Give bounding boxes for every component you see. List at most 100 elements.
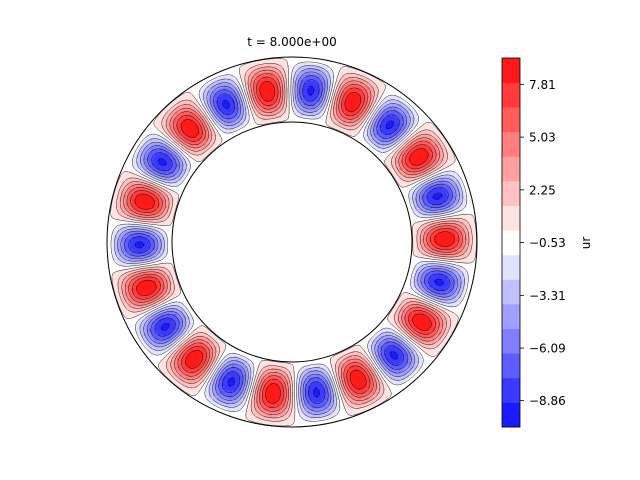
contour-cell <box>289 106 293 110</box>
contour-cell <box>171 192 177 201</box>
contour-cell <box>334 363 341 368</box>
contour-cell <box>373 131 386 143</box>
contour-cell <box>166 225 172 264</box>
contour-cell <box>174 297 180 304</box>
contour-cell <box>194 327 202 334</box>
contour-cell <box>161 208 167 218</box>
contour-cell <box>202 331 220 347</box>
contour-cell <box>418 194 426 208</box>
contour-cell <box>299 106 318 112</box>
contour-cell <box>259 362 268 368</box>
contour-cell <box>339 359 349 366</box>
contour-cell <box>301 363 324 370</box>
contour-cell <box>293 109 298 113</box>
contour-cell <box>290 371 295 375</box>
contour-cell <box>196 138 223 163</box>
contour-cell <box>166 198 175 219</box>
contour-cell <box>162 271 168 281</box>
contour-cell <box>167 270 177 290</box>
contour-cell <box>400 173 407 182</box>
contour-cell <box>246 361 254 367</box>
contour-cell <box>354 346 363 353</box>
contour-cell <box>260 110 270 116</box>
contour-cell <box>407 170 413 176</box>
contour-cell <box>403 255 417 294</box>
contour-cell <box>393 151 399 157</box>
contour-cell <box>289 109 294 113</box>
contour-cell <box>191 153 199 161</box>
contour-cell <box>179 306 191 321</box>
contour-cell <box>290 374 295 378</box>
contour-cell <box>400 159 411 173</box>
contour-cell <box>173 176 179 184</box>
contour-cell <box>363 130 369 136</box>
colorbar-segment <box>502 181 520 206</box>
contour-cell <box>213 136 222 144</box>
contour-cell <box>363 136 383 154</box>
contour-cell <box>414 197 421 208</box>
contour-cell <box>373 334 390 349</box>
contour-cell <box>164 268 170 277</box>
contour-cell <box>397 160 409 175</box>
contour-cell <box>159 239 163 250</box>
colorbar-tick-label: −3.31 <box>529 289 566 303</box>
colorbar-segment <box>502 205 520 231</box>
contour-cell <box>192 320 201 329</box>
contour-cell <box>159 198 167 215</box>
contour-cell <box>168 262 182 296</box>
contour-cell <box>366 341 374 348</box>
contour-cell <box>390 162 404 181</box>
contour-cell <box>289 354 334 366</box>
contour-cell <box>285 106 290 110</box>
colorbar-segment <box>502 353 520 379</box>
contour-cell <box>285 366 294 370</box>
contour-cell <box>167 193 180 226</box>
contour-cell <box>229 359 248 370</box>
contour-cell <box>171 182 177 188</box>
contour-cell <box>329 344 361 362</box>
contour-cell <box>172 185 178 192</box>
contour-cell <box>423 251 428 256</box>
contour-cell <box>243 363 251 369</box>
contour-cell <box>228 121 244 131</box>
contour-cell <box>174 179 180 187</box>
contour-cell <box>294 371 299 375</box>
contour-cell <box>165 282 172 292</box>
contour-cell <box>344 120 355 128</box>
contour-cell <box>194 153 202 162</box>
contour-cell <box>307 369 319 374</box>
contour-cell <box>288 116 327 125</box>
contour-cell <box>383 321 392 330</box>
contour-cell <box>330 358 339 364</box>
contour-cell <box>254 117 263 123</box>
contour-cell <box>289 111 295 115</box>
contour-cell <box>293 366 302 370</box>
contour-cell <box>298 371 303 375</box>
contour-cell <box>398 184 415 228</box>
contour-cell <box>378 146 386 154</box>
contour-cell <box>200 141 211 151</box>
contour-cell <box>164 233 168 256</box>
contour-cell <box>214 133 222 140</box>
contour-cell <box>259 360 294 368</box>
colorbar-tick-label: 7.81 <box>529 78 556 92</box>
colorbar: 7.815.032.25−0.53−3.31−6.09−8.86 <box>501 57 566 428</box>
contour-cell <box>291 106 296 110</box>
contour-cell <box>187 318 195 326</box>
contour-cell <box>408 300 414 307</box>
contour-cell <box>219 131 229 139</box>
contour-cell <box>221 121 257 141</box>
colorbar-segment <box>502 156 520 182</box>
contour-cell <box>350 128 359 136</box>
contour-cell <box>226 122 248 135</box>
contour-cell <box>366 130 372 135</box>
contour-cell <box>334 116 344 123</box>
contour-cell <box>330 361 338 367</box>
contour-cell <box>175 304 182 312</box>
contour-cell <box>218 347 226 354</box>
contour-cell <box>255 116 289 125</box>
contour-cell <box>400 168 408 179</box>
contour-cell <box>283 111 290 115</box>
contour-cell <box>294 369 300 373</box>
contour-cell <box>262 107 279 113</box>
